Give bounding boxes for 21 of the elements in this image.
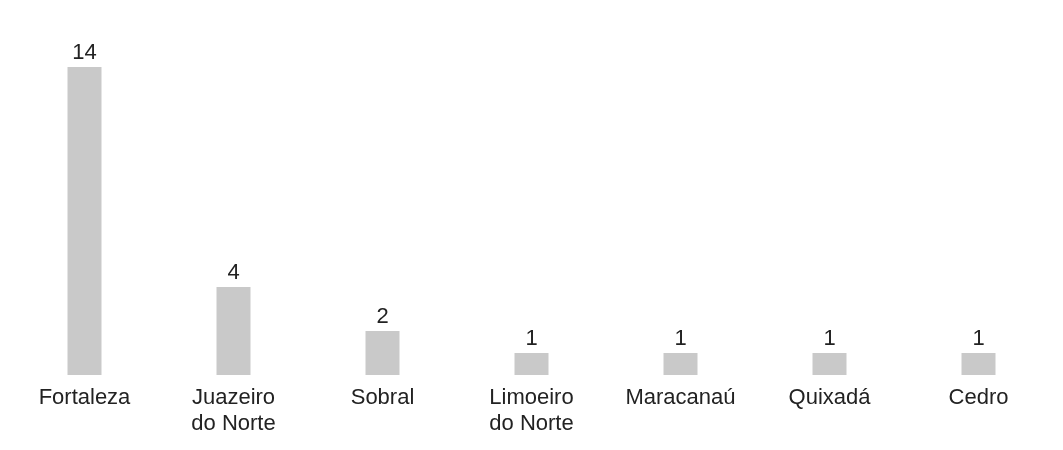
x-tick-label: Quixadá <box>788 383 872 409</box>
data-label: 1 <box>823 324 836 350</box>
bar <box>961 353 996 375</box>
bar <box>514 353 549 375</box>
data-label: 4 <box>227 258 240 284</box>
x-tick-label: Maracanaú <box>625 383 736 409</box>
bar <box>365 331 400 375</box>
data-label: 1 <box>972 324 985 350</box>
x-tick-label: Sobral <box>350 383 415 409</box>
x-tick-label: Juazeiro do Norte <box>191 383 276 435</box>
data-label: 2 <box>376 302 389 328</box>
bar <box>67 67 102 375</box>
data-label: 14 <box>72 38 97 64</box>
x-tick-label: Limoeiro do Norte <box>489 383 574 435</box>
x-tick-label: Cedro <box>948 383 1009 409</box>
bar <box>663 353 698 375</box>
bar <box>812 353 847 375</box>
x-tick-label: Fortaleza <box>38 383 132 409</box>
bar <box>216 287 251 375</box>
data-label: 1 <box>674 324 687 350</box>
data-label: 1 <box>525 324 538 350</box>
